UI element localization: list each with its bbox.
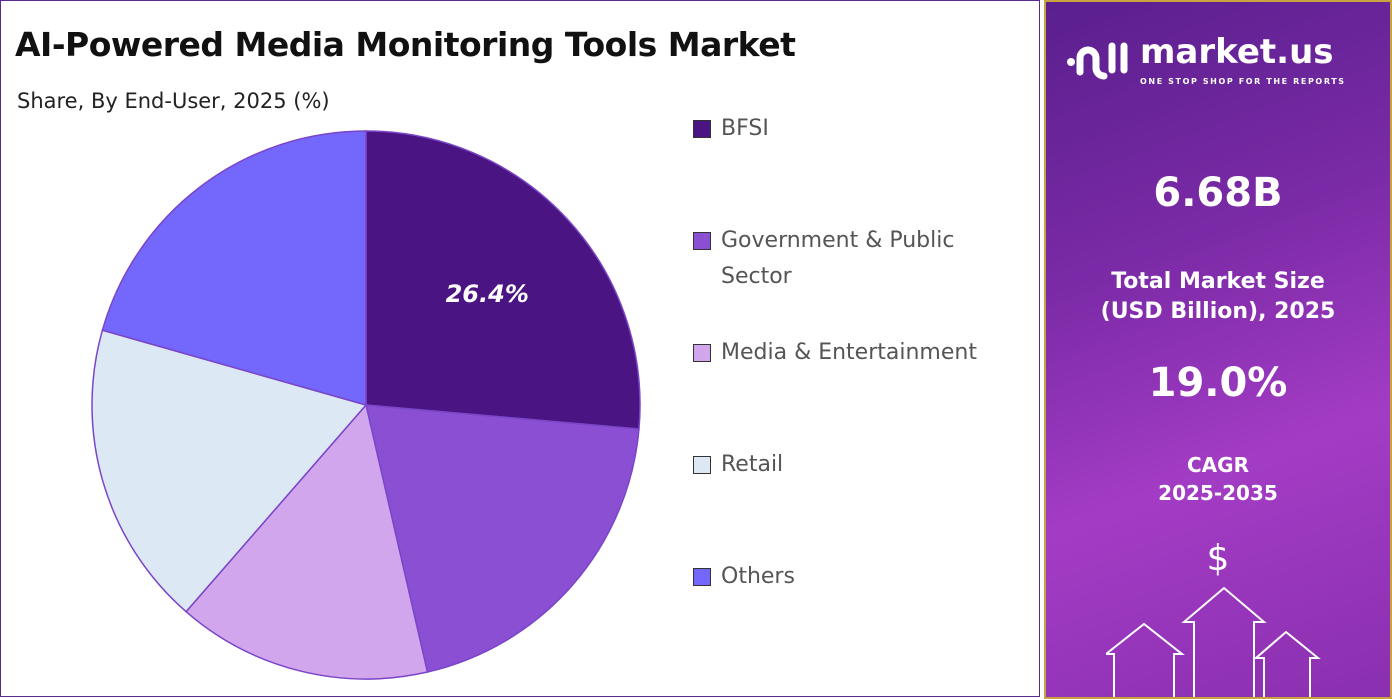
growth-arrows-icon xyxy=(1106,586,1321,697)
pie-slice-bfsi xyxy=(365,130,641,430)
info-panel: market.us ONE STOP SHOP FOR THE REPORTS … xyxy=(1044,0,1392,699)
dollar-icon: $ xyxy=(1206,538,1230,579)
legend-label: Others xyxy=(721,564,795,589)
legend-swatch xyxy=(693,232,711,250)
legend-label: BFSI xyxy=(721,116,769,141)
pie-slice-government-public-sector xyxy=(365,404,640,673)
market-size-label-2: (USD Billion), 2025 xyxy=(1100,299,1336,324)
legend-item: Others xyxy=(693,559,1023,595)
pie-chart: 26.4% xyxy=(91,130,641,680)
legend-item: Retail xyxy=(693,447,1023,483)
brand-tagline: ONE STOP SHOP FOR THE REPORTS xyxy=(1140,77,1346,86)
market-size-value: 6.68B xyxy=(1153,170,1283,216)
legend-swatch xyxy=(693,568,711,586)
legend-swatch xyxy=(693,456,711,474)
legend-item: Media & Entertainment xyxy=(693,335,1023,371)
brand-name: market.us xyxy=(1140,32,1334,72)
legend-item: BFSI xyxy=(693,111,1023,147)
legend-label: Media & Entertainment xyxy=(721,340,977,365)
logo-icon xyxy=(1067,42,1128,80)
legend-label: Government & Public Sector xyxy=(721,228,955,289)
legend-swatch xyxy=(693,344,711,362)
legend-swatch xyxy=(693,120,711,138)
market-size-label-1: Total Market Size xyxy=(1111,269,1325,294)
legend-label: Retail xyxy=(721,452,784,477)
pie-slice-retail xyxy=(91,329,368,613)
pie-slice-media-entertainment xyxy=(185,403,429,680)
chart-subtitle: Share, By End-User, 2025 (%) xyxy=(17,89,330,113)
cagr-label-1: CAGR xyxy=(1187,453,1249,477)
data-label: 26.4% xyxy=(446,280,529,308)
legend-item: Government & Public Sector xyxy=(693,223,1023,295)
cagr-value: 19.0% xyxy=(1148,360,1288,406)
chart-title: AI-Powered Media Monitoring Tools Market xyxy=(15,25,796,64)
market-us-logo: market.us ONE STOP SHOP FOR THE REPORTS xyxy=(1066,30,1346,88)
pie-slice-others xyxy=(101,130,367,406)
cagr-label-2: 2025-2035 xyxy=(1158,481,1278,505)
chart-panel: AI-Powered Media Monitoring Tools Market… xyxy=(0,0,1040,697)
